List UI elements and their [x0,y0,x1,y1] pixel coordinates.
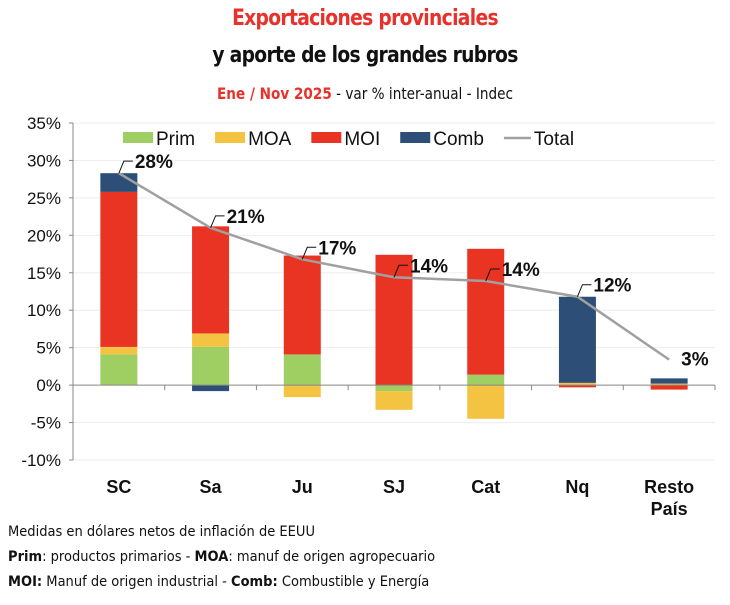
legend-swatch-comb [400,132,431,143]
bar-moa [192,333,230,347]
note-key: Comb: [231,574,278,590]
footnotes: Medidas en dólares netos de inflación de… [8,520,435,595]
y-tick-label: 15% [27,264,61,283]
legend-label: Prim [156,129,195,150]
y-tick-label: 20% [27,226,61,245]
note-text: : manuf de origen agropecuario [228,549,436,565]
data-label-leader [576,284,592,297]
bar-moi [192,226,230,334]
x-tick-label: SJ [383,477,405,497]
data-label-leader [485,268,500,282]
data-label-leader [118,160,133,174]
note-text: : productos primarios - [42,549,195,565]
note-text: Combustible y Energía [277,574,430,590]
y-tick-label: 5% [36,339,61,358]
bar-moi [283,255,321,355]
note-line-3: MOI: Manuf de origen industrial - Comb: … [8,570,435,595]
total-data-label: 28% [135,152,173,173]
bar-moi [650,385,688,390]
y-tick-label: 25% [27,189,61,208]
chart-title: Exportaciones provinciales [232,6,499,31]
bar-moa [558,382,596,386]
total-data-label: 12% [593,276,631,297]
stacked-bar-chart: 35% 30% 25% 20% 15% 10% 5% 0% -5% -10% SC Sa Ju SJ Cat… [21,114,716,519]
bar-comb [192,385,230,392]
x-tick-label: Cat [471,477,500,497]
bar-moa [283,385,321,398]
chart-subtitle: y aporte de los grandes rubros [212,43,518,68]
data-label-leader [393,264,408,278]
bar-prim [192,346,230,386]
bar-prim [375,385,413,392]
x-tick-label: Sa [200,477,223,497]
legend-swatch-moa [215,132,246,143]
bar-moi [467,248,505,375]
note-key: Prim [8,549,43,565]
legend-label: Comb [433,129,484,150]
x-tick-label: Ju [292,477,313,497]
note-text: Manuf de origen industrial - [42,574,232,590]
bar-moi [100,191,138,347]
bar-moa [467,385,505,419]
y-tick-label: 10% [27,301,61,320]
y-tick-label: -10% [21,451,61,470]
period-label: Ene / Nov 2025 [217,84,332,103]
legend-label: MOI [344,129,380,150]
legend-swatch-prim [123,132,153,143]
y-tick-label: 30% [27,151,61,170]
data-label-leader [301,246,317,260]
legend-label: Total [534,129,574,150]
bar-moi [558,385,596,388]
period-suffix: - var % inter-anual - Indec [331,84,513,103]
bar-prim [467,374,505,386]
total-data-label: 14% [410,256,448,277]
bar-prim [100,354,138,386]
total-data-label: 21% [227,207,265,228]
bar-comb [558,296,596,383]
note-key: MOA [194,549,229,565]
bar-moa [375,391,413,410]
legend-label: MOA [248,129,292,150]
note-key: MOI: [8,574,43,590]
total-data-label: 17% [318,238,356,259]
x-tick-label: País [651,499,688,519]
x-tick-label: SC [106,477,131,497]
bar-moa [650,383,688,386]
y-tick-label: 0% [36,376,61,395]
y-tick-label: 35% [27,114,61,133]
data-label-leader [210,215,225,229]
bar-moa [100,346,138,355]
bar-comb [100,173,138,192]
total-data-label: 3% [681,350,709,371]
chart-period: Ene / Nov 2025 - var % inter-anual - Ind… [55,84,676,103]
x-tick-label: Nq [565,477,589,497]
y-tick-label: -5% [31,414,61,433]
total-data-label: 14% [502,260,540,281]
x-tick-label: Resto [644,477,694,497]
note-line-2: Prim: productos primarios - MOA: manuf d… [8,545,435,570]
legend-swatch-moi [311,132,342,143]
note-line-1: Medidas en dólares netos de inflación de… [8,524,316,540]
bar-prim [283,354,321,386]
bar-comb [650,378,688,384]
